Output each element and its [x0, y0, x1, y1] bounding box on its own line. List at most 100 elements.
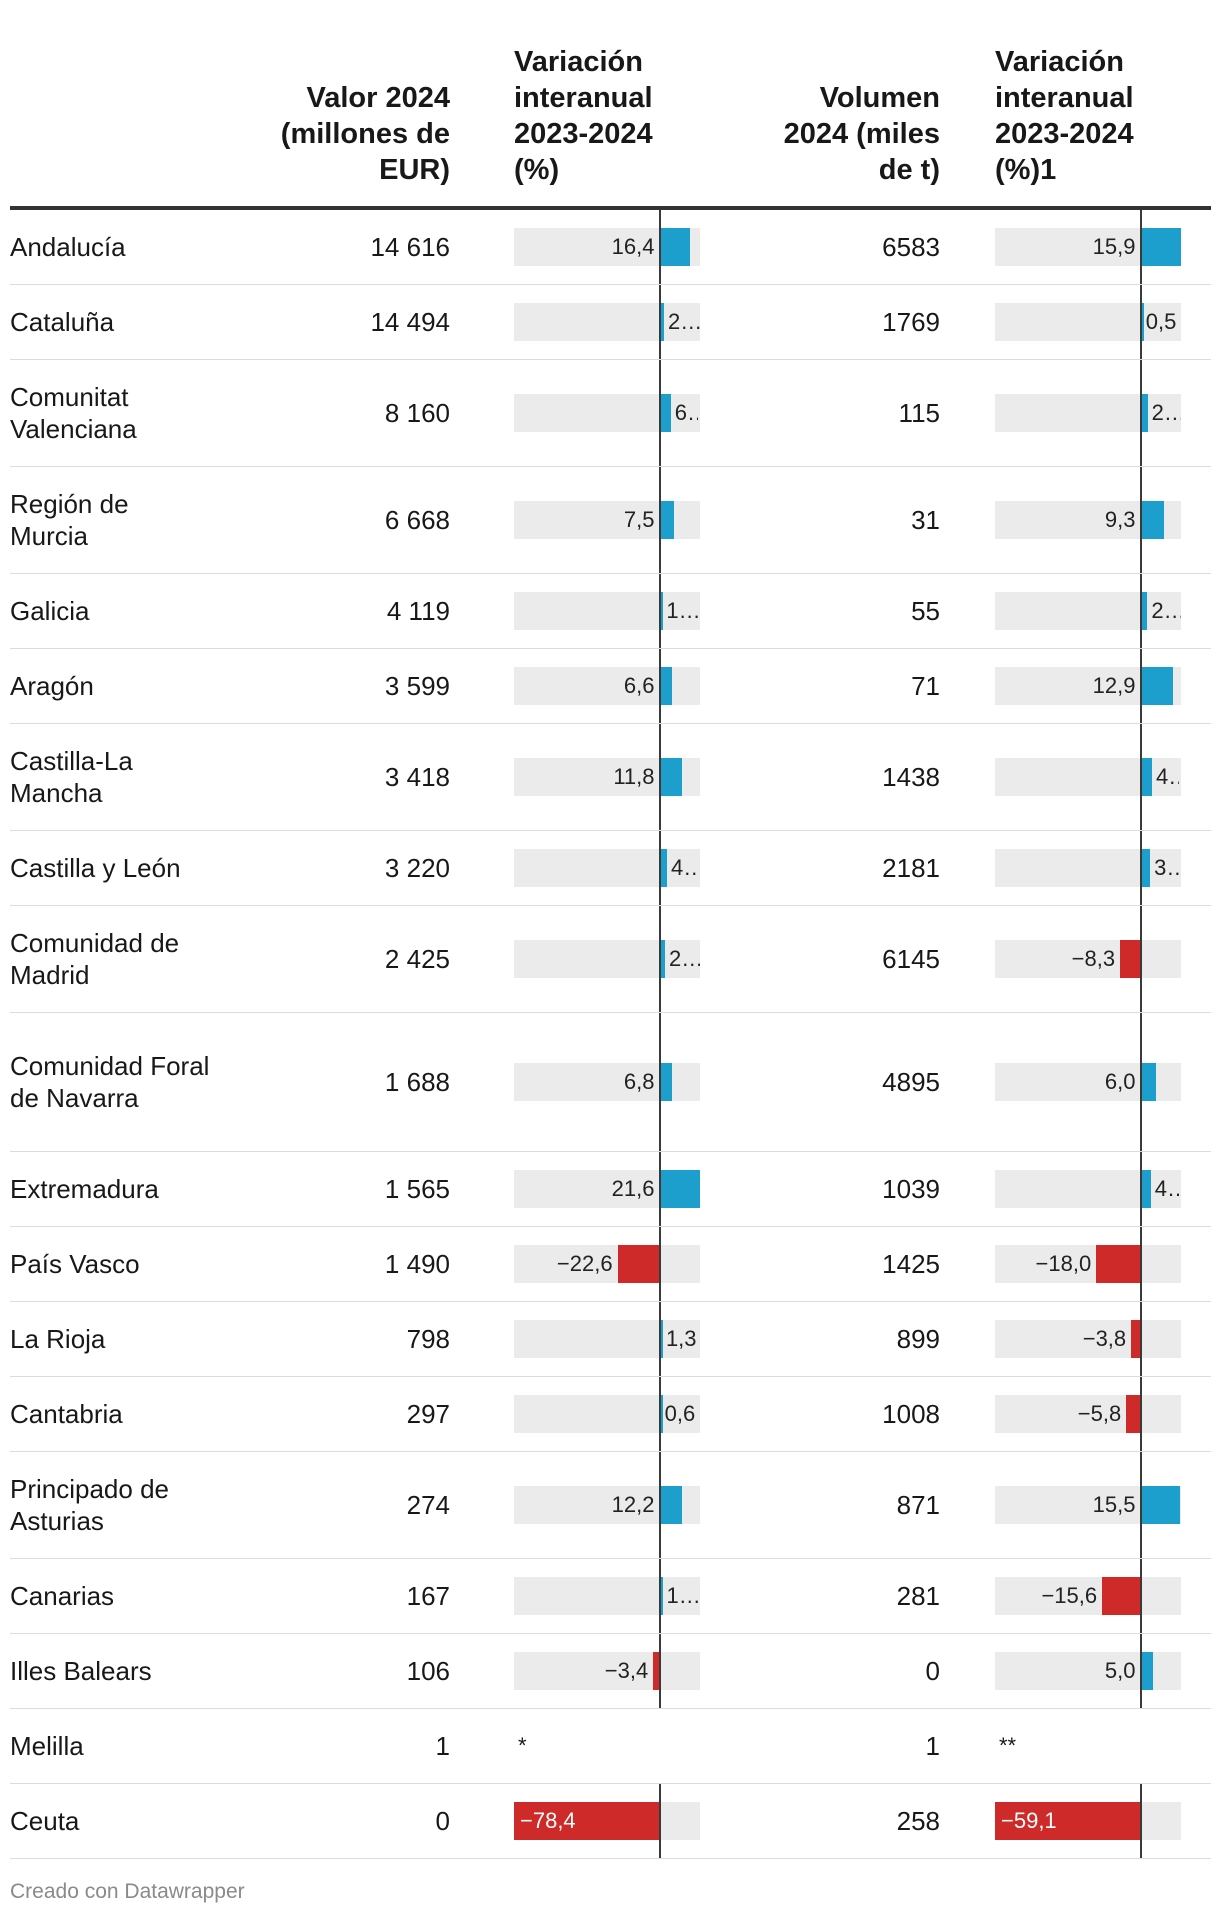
bar-value-label: 15,9	[1092, 234, 1136, 259]
variacion-volumen-cell: −15,6	[995, 1559, 1181, 1633]
region-name: La Rioja	[10, 1324, 106, 1354]
valor-cell: 8 160	[384, 397, 450, 428]
volumen-cell: 1039	[882, 1173, 940, 1204]
table-row: Castilla y León 3 220 2181 4… 3,8	[10, 831, 1211, 906]
zero-axis	[658, 1377, 661, 1451]
volumen-cell: 55	[911, 595, 940, 626]
variacion-volumen-cell: −5,8	[995, 1377, 1181, 1451]
region-name: Castilla-La Mancha	[10, 746, 133, 808]
table-row: Comunidad Foral de Navarra 1 688 4895 6,8 6,…	[10, 1013, 1211, 1152]
table-row: Extremadura 1 565 1039 21,6 4,0	[10, 1152, 1211, 1227]
zero-axis	[1139, 831, 1142, 905]
table-body: Andalucía 14 616 6583 16,4 15,9 Cataluña 14 49…	[10, 210, 1211, 1859]
zero-axis	[1139, 1452, 1142, 1558]
variacion-volumen-cell: −18,0	[995, 1227, 1181, 1301]
variacion-valor-cell: −78,4	[514, 1784, 700, 1858]
no-data-note: **	[999, 1733, 1017, 1758]
data-bar	[1140, 667, 1174, 705]
zero-axis	[1139, 1559, 1142, 1633]
bar-background	[995, 940, 1181, 978]
zero-axis	[658, 1227, 661, 1301]
data-bar	[1140, 849, 1151, 887]
zero-axis	[658, 1013, 661, 1151]
zero-axis	[1139, 1152, 1142, 1226]
bar-background	[995, 1320, 1181, 1358]
data-bar	[1140, 758, 1152, 796]
zero-axis	[658, 1784, 661, 1858]
region-name: Cantabria	[10, 1399, 123, 1429]
zero-axis	[1139, 1227, 1142, 1301]
variacion-valor-cell: 12,2	[514, 1452, 700, 1558]
bar-value-label: −8,3	[1071, 946, 1116, 971]
zero-axis	[658, 1559, 661, 1633]
bar-value-label: 16,4	[611, 234, 655, 259]
variacion-volumen-cell: 5,0	[995, 1634, 1181, 1708]
zero-axis	[658, 467, 661, 573]
variacion-valor-cell: *	[514, 1709, 700, 1783]
data-bar	[659, 1063, 673, 1101]
region-name: Región de Murcia	[10, 489, 129, 551]
valor-cell: 0	[435, 1805, 450, 1836]
data-bar	[1131, 1320, 1141, 1358]
zero-axis	[658, 574, 661, 648]
volumen-cell: 0	[925, 1655, 940, 1686]
volumen-cell: 1425	[882, 1248, 940, 1279]
zero-axis	[658, 360, 661, 466]
variacion-valor-cell: 1,3	[514, 1302, 700, 1376]
data-bar	[1140, 303, 1144, 341]
valor-cell: 3 418	[384, 761, 450, 792]
bar-value-label: −5,8	[1077, 1401, 1122, 1426]
valor-cell: 2 425	[384, 943, 450, 974]
zero-axis	[658, 649, 661, 723]
variacion-valor-cell: 4…	[514, 831, 700, 905]
bar-background	[995, 1395, 1181, 1433]
volumen-cell: 71	[911, 670, 940, 701]
variacion-valor-cell: −3,4	[514, 1634, 700, 1708]
data-bar	[1140, 1170, 1151, 1208]
table-row: Melilla 1 1 * **	[10, 1709, 1211, 1784]
data-bar	[659, 501, 674, 539]
bar-value-label: 0,6	[664, 1401, 696, 1426]
zero-axis	[658, 1634, 661, 1708]
table-row: Canarias 167 281 1… −15,6	[10, 1559, 1211, 1634]
region-name: País Vasco	[10, 1249, 140, 1279]
variacion-valor-cell: 16,4	[514, 210, 700, 284]
volumen-cell: 6145	[882, 943, 940, 974]
volumen-cell: 1	[925, 1730, 940, 1761]
table-row: Región de Murcia 6 668 31 7,5 9,3	[10, 467, 1211, 574]
bar-background	[514, 1652, 700, 1690]
data-bar	[1140, 501, 1165, 539]
valor-cell: 1 490	[384, 1248, 450, 1279]
bar-value-label: 1,3	[665, 1326, 697, 1351]
table-row: Ceuta 0 258 −78,4 −59,1	[10, 1784, 1211, 1859]
variacion-valor-cell: 6,8	[514, 1013, 700, 1151]
variacion-valor-cell: 7,5	[514, 467, 700, 573]
zero-axis	[658, 210, 661, 284]
data-bar	[659, 303, 664, 341]
volumen-cell: 6583	[882, 231, 940, 262]
zero-axis	[1139, 649, 1142, 723]
data-bar	[617, 1245, 660, 1283]
table-row: Comunitat Valenciana 8 160 115 6,0 2…	[10, 360, 1211, 467]
bar-value-label: −59,1	[1001, 1808, 1057, 1833]
variacion-volumen-cell: −59,1	[995, 1784, 1181, 1858]
data-bar	[1126, 1395, 1141, 1433]
region-name: Melilla	[10, 1731, 84, 1761]
table-row: La Rioja 798 899 1,3 −3,8	[10, 1302, 1211, 1377]
variacion-volumen-cell: 6,0	[995, 1013, 1181, 1151]
data-bar	[1140, 592, 1148, 630]
volumen-cell: 2181	[882, 852, 940, 883]
region-name: Extremadura	[10, 1174, 159, 1204]
volumen-cell: 1438	[882, 761, 940, 792]
zero-axis	[658, 724, 661, 830]
variacion-volumen-cell: 4,0	[995, 1152, 1181, 1226]
bar-background	[995, 394, 1181, 432]
valor-cell: 274	[406, 1489, 450, 1520]
zero-axis	[1139, 1377, 1142, 1451]
bar-background	[514, 1577, 700, 1615]
volumen-cell: 258	[896, 1805, 940, 1836]
bar-value-label: 2…	[668, 309, 700, 334]
variacion-volumen-cell: 9,3	[995, 467, 1181, 573]
valor-cell: 167	[406, 1580, 450, 1611]
zero-axis	[1139, 1013, 1142, 1151]
